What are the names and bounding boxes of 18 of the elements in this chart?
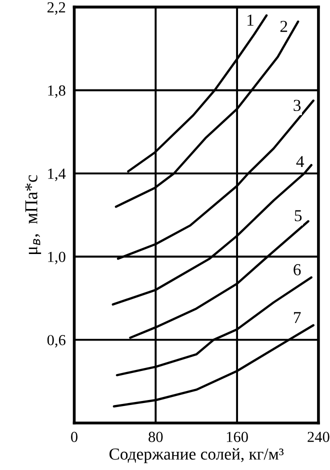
- y-tick-label: 1,0: [48, 252, 66, 264]
- x-axis-title: Содержание солей, кг/м³: [109, 448, 284, 464]
- y-tick-label: 0,6: [47, 334, 66, 348]
- y-tick-label: 1,4: [48, 168, 66, 182]
- annotation: 2: [280, 20, 288, 32]
- annotation: 1: [248, 14, 254, 26]
- x-tick-label: 0: [71, 432, 78, 442]
- y-tick-label: 2,2: [47, 2, 66, 15]
- annotation: 3: [294, 100, 301, 112]
- y-tick-label: 1,8: [48, 85, 66, 98]
- annotation: 4: [296, 156, 304, 168]
- annotation: 7: [294, 312, 301, 324]
- x-tick-label: 80: [148, 432, 163, 442]
- annotation: 5: [294, 210, 302, 222]
- y-axis-title: μ$_{в}$, мПа*с: [25, 175, 42, 254]
- x-tick-label: 160: [226, 432, 248, 442]
- annotation: 6: [294, 264, 301, 276]
- x-tick-label: 240: [308, 432, 330, 442]
